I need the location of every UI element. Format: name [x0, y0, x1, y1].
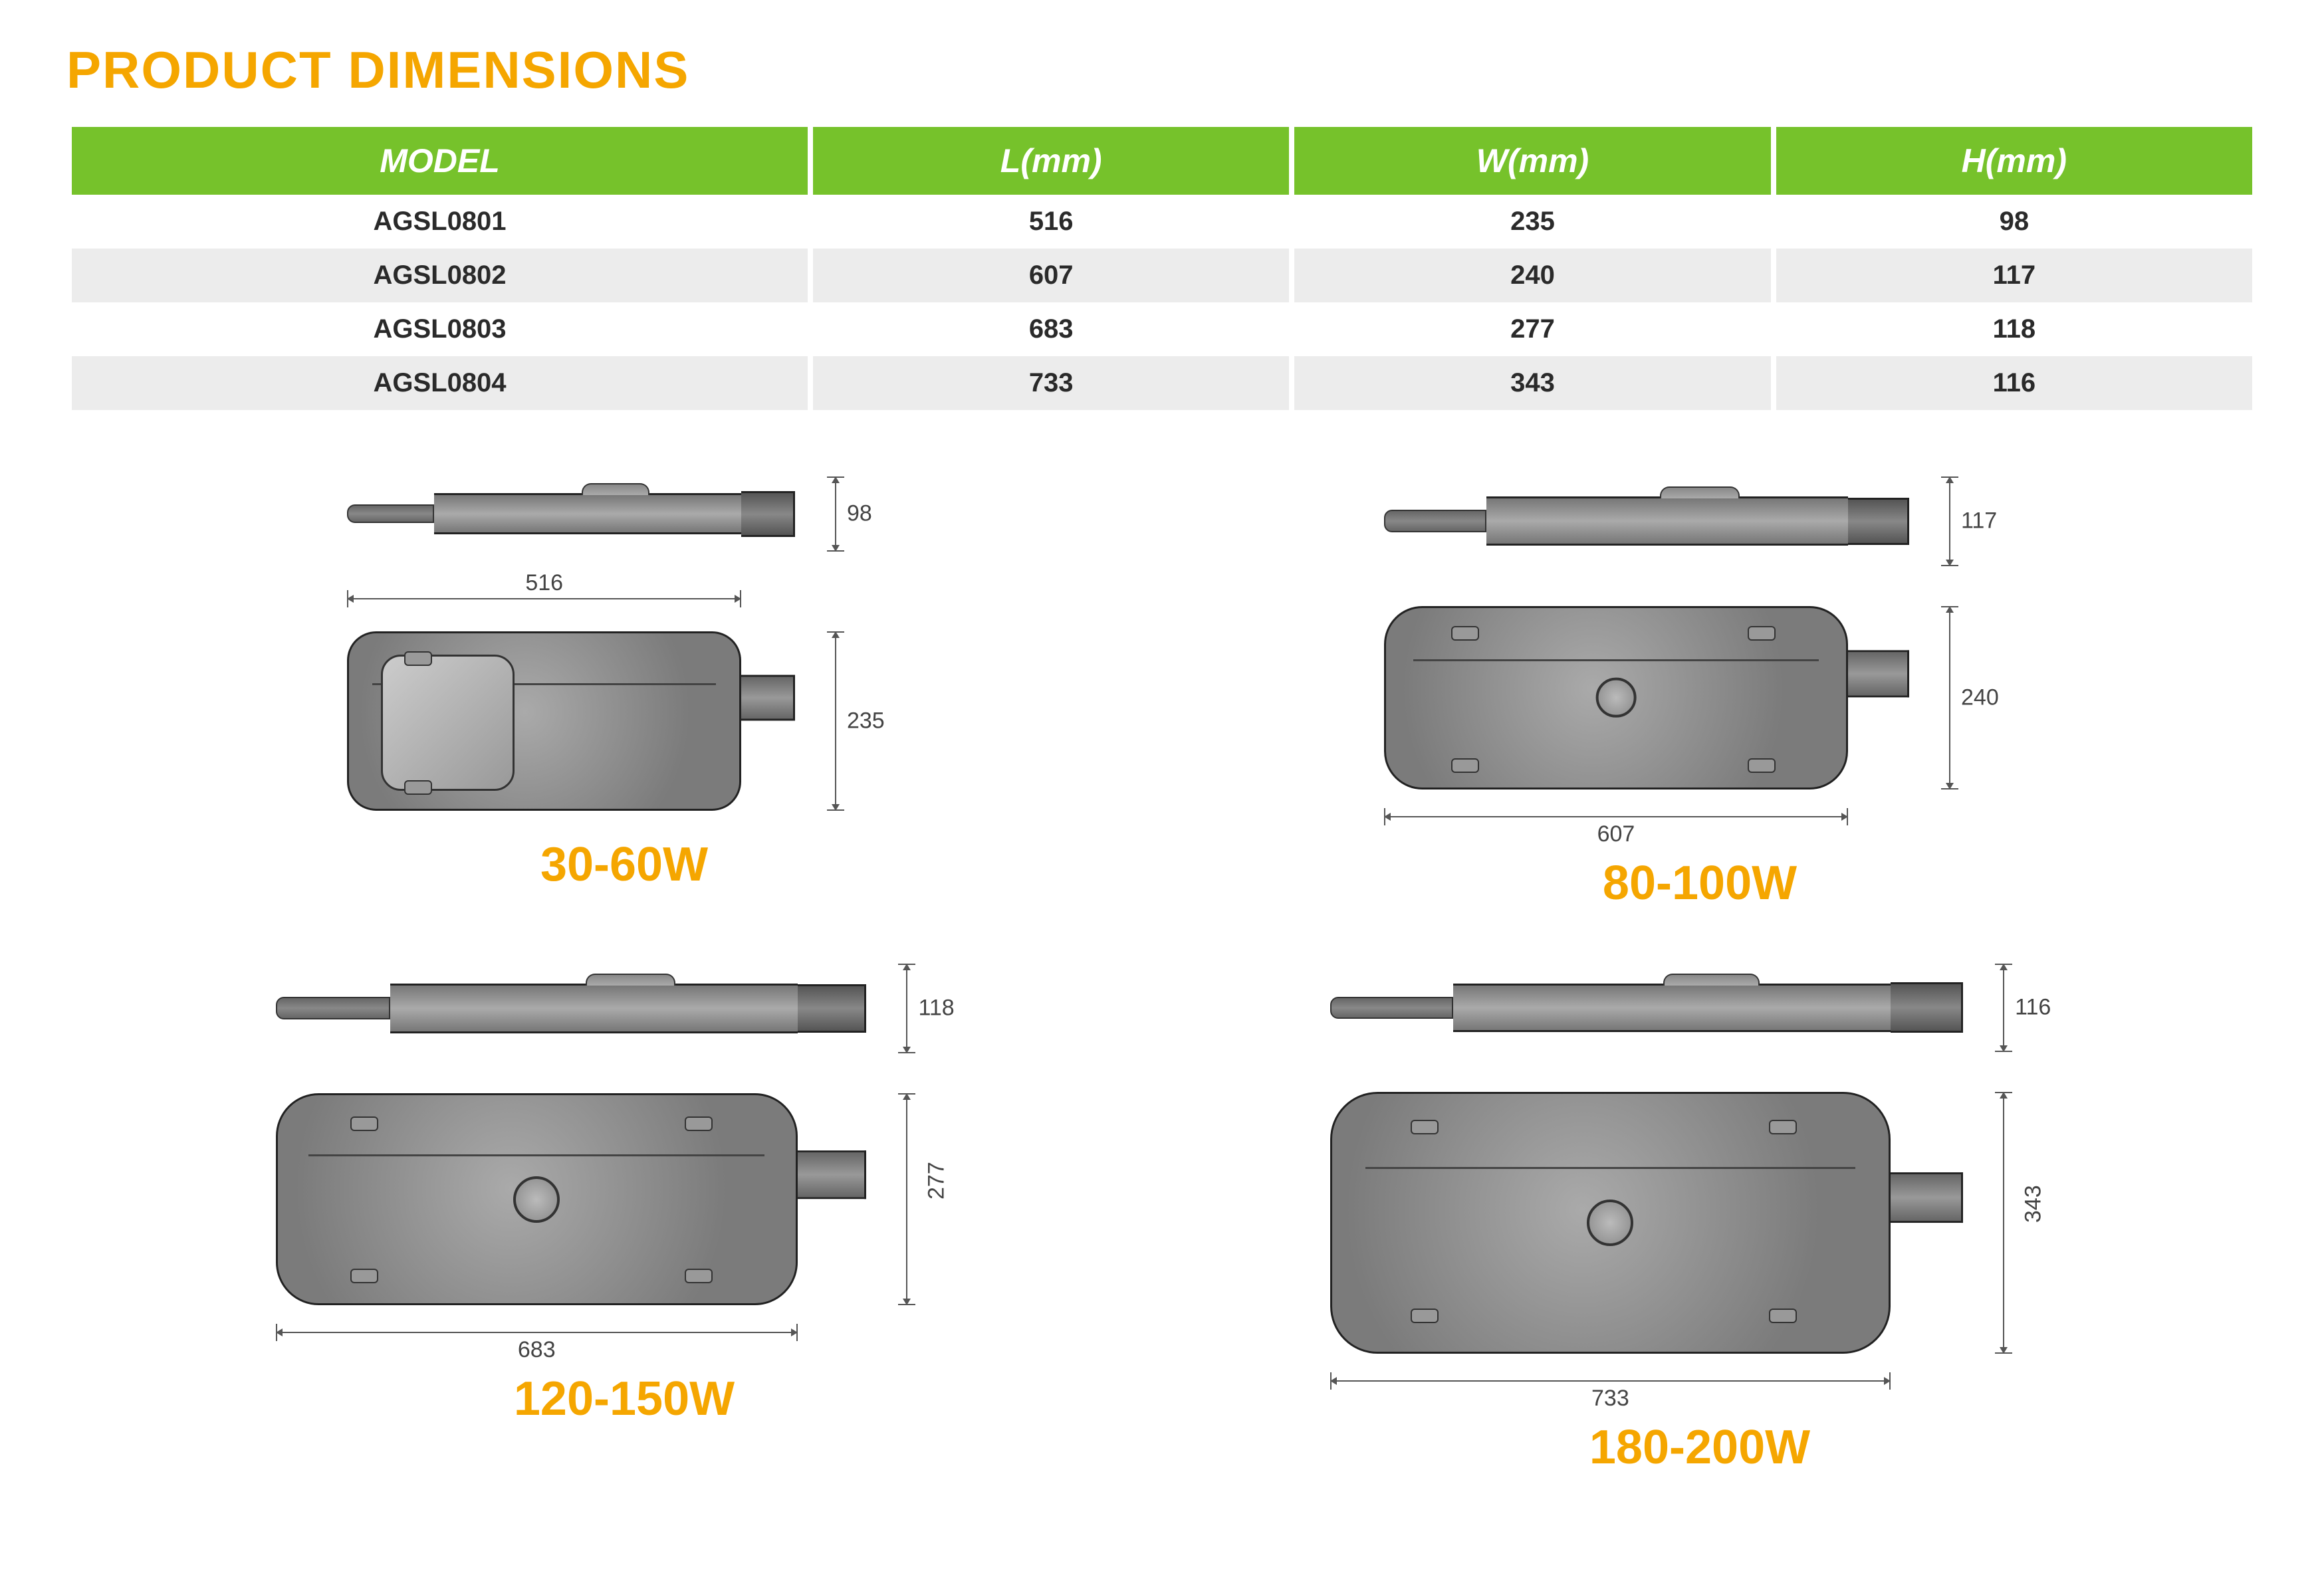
dimension-drawing: 118 683 277 [276, 937, 973, 1352]
table-cell: AGSL0803 [72, 302, 808, 356]
table-cell: AGSL0801 [72, 195, 808, 249]
fixture-body [1330, 1092, 1891, 1354]
wattage-label: 30-60W [540, 837, 708, 892]
table-row: AGSL080151623598 [72, 195, 2252, 249]
wattage-label: 180-200W [1589, 1420, 1810, 1475]
dim-width: 235 [835, 631, 836, 811]
dimension-drawing: 98 516 235 [347, 450, 901, 817]
wattage-label: 80-100W [1603, 856, 1797, 910]
table-cell: 240 [1294, 249, 1770, 302]
diagram-grid: 9851623530-60W11760724080-100W1186832771… [66, 450, 2258, 1475]
dim-length: 733 [1330, 1380, 1891, 1382]
table-cell: 117 [1776, 249, 2252, 302]
table-header-row: MODEL L(mm) W(mm) H(mm) [72, 127, 2252, 195]
led-panel [381, 655, 515, 791]
table-cell: 277 [1294, 302, 1770, 356]
dim-width: 343 [2003, 1092, 2004, 1354]
dim-width: 277 [906, 1093, 907, 1305]
top-view: 683 277 [276, 1093, 973, 1352]
table-cell: 733 [813, 356, 1289, 410]
table-cell: 116 [1776, 356, 2252, 410]
side-view: 117 [1384, 450, 2016, 579]
top-view: 607 240 [1384, 606, 2016, 836]
dimensions-table: MODEL L(mm) W(mm) H(mm) AGSL080151623598… [66, 127, 2258, 410]
table-row: AGSL0803683277118 [72, 302, 2252, 356]
fixture-body [1384, 606, 1848, 790]
mount-tube [1848, 650, 1909, 697]
fixture-body [276, 1093, 798, 1305]
mount-tube [1891, 1172, 1963, 1223]
dim-length: 683 [276, 1332, 798, 1333]
mount-tube [798, 1150, 867, 1200]
table-cell: 683 [813, 302, 1289, 356]
dim-height: 116 [2003, 964, 2004, 1052]
table-cell: AGSL0802 [72, 249, 808, 302]
dim-width: 240 [1949, 606, 1950, 790]
dim-length: 516 [347, 598, 741, 599]
center-port [513, 1176, 560, 1223]
table-row: AGSL0804733343116 [72, 356, 2252, 410]
side-view: 98 [347, 450, 901, 565]
top-view: 516 235 [347, 591, 901, 817]
table-cell: 516 [813, 195, 1289, 249]
dimension-drawing: 117 607 240 [1384, 450, 2016, 836]
table-cell: AGSL0804 [72, 356, 808, 410]
diagram-cell: 116 733 343 180-200W [1222, 937, 2178, 1475]
col-model: MODEL [72, 127, 808, 195]
center-port [1596, 677, 1637, 718]
col-length: L(mm) [813, 127, 1289, 195]
top-view: 733 343 [1330, 1092, 2069, 1400]
dim-length: 607 [1384, 816, 1848, 817]
diagram-cell: 98 516 235 30-60W [146, 450, 1102, 910]
dim-height: 118 [906, 964, 907, 1054]
col-height: H(mm) [1776, 127, 2252, 195]
diagram-cell: 117 607 240 80-100W [1222, 450, 2178, 910]
dim-height: 98 [835, 476, 836, 552]
side-view: 118 [276, 937, 973, 1067]
table-cell: 118 [1776, 302, 2252, 356]
mount-tube [741, 675, 795, 721]
dim-height: 117 [1949, 476, 1950, 566]
table-cell: 235 [1294, 195, 1770, 249]
diagram-cell: 118 683 277 120-150W [146, 937, 1102, 1475]
fixture-body [347, 631, 741, 811]
center-port [1587, 1200, 1633, 1246]
side-view: 116 [1330, 937, 2069, 1065]
wattage-label: 120-150W [514, 1372, 735, 1426]
col-width: W(mm) [1294, 127, 1770, 195]
table-row: AGSL0802607240117 [72, 249, 2252, 302]
table-cell: 343 [1294, 356, 1770, 410]
dimension-drawing: 116 733 343 [1330, 937, 2069, 1401]
table-cell: 98 [1776, 195, 2252, 249]
table-body: AGSL080151623598AGSL0802607240117AGSL080… [72, 195, 2252, 410]
table-cell: 607 [813, 249, 1289, 302]
page-title: PRODUCT DIMENSIONS [66, 40, 2258, 100]
